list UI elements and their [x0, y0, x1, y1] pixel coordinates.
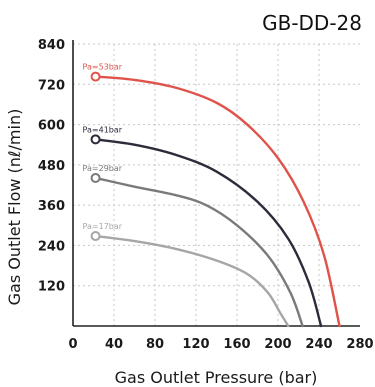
grid: [73, 43, 360, 326]
y-tick-labels: 120 240 360 480 600 720 840: [38, 38, 65, 295]
x-tick-label: 0: [68, 337, 77, 352]
x-tick-label: 160: [223, 337, 250, 352]
x-tick-label: 120: [182, 337, 209, 352]
series-start-marker: [90, 231, 101, 242]
y-tick-label: 480: [38, 159, 65, 174]
x-tick-label: 80: [146, 337, 164, 352]
series-label: Pa=17bar: [83, 222, 123, 231]
y-tick-label: 120: [38, 280, 65, 295]
series-start-marker: [90, 134, 101, 145]
x-tick-label: 200: [264, 337, 291, 352]
series-label: Pa=29bar: [83, 164, 123, 173]
series-group: Pa=17bar Pa=29bar Pa=41bar Pa=53bar: [83, 63, 341, 328]
x-tick-label: 40: [105, 337, 123, 352]
series-start-marker: [90, 172, 101, 183]
y-tick-label: 240: [38, 239, 65, 254]
x-tick-label: 280: [346, 337, 373, 352]
series-line: [94, 75, 341, 328]
chart-title: GB-DD-28: [262, 11, 362, 35]
x-tick-label: 240: [305, 337, 332, 352]
series-label: Pa=41bar: [83, 125, 123, 134]
series-label: Pa=53bar: [83, 63, 123, 72]
y-axis-label: Gas Outlet Flow (nℓ/min): [5, 109, 24, 306]
y-tick-label: 600: [38, 119, 65, 134]
y-tick-label: 360: [38, 199, 65, 214]
series-line: [94, 176, 304, 328]
x-tick-labels: 0 40 80 120 160 200 240 280: [68, 337, 373, 352]
series-pa-29bar: Pa=29bar: [83, 164, 304, 328]
series-pa-41bar: Pa=41bar: [83, 125, 323, 328]
y-tick-label: 720: [38, 78, 65, 93]
series-start-marker: [90, 71, 101, 82]
series-line: [94, 234, 290, 328]
series-pa-17bar: Pa=17bar: [83, 222, 290, 328]
x-axis-label: Gas Outlet Pressure (bar): [115, 368, 318, 387]
y-tick-label: 840: [38, 38, 65, 53]
series-pa-53bar: Pa=53bar: [83, 63, 341, 328]
series-line: [94, 138, 323, 328]
axes: [72, 40, 360, 327]
